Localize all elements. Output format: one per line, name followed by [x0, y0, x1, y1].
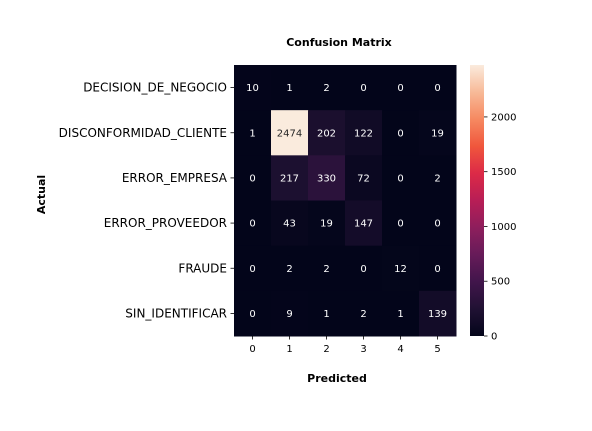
cell-value-label: 1: [249, 128, 255, 139]
cell-value-label: 122: [354, 128, 373, 139]
heatmap-cell: [419, 200, 457, 247]
heatmap-cell: [234, 155, 272, 201]
heatmap-cell: [345, 200, 383, 247]
heatmap-cell: [234, 110, 272, 156]
heatmap-cell: [345, 290, 383, 337]
cell-value-label: 10: [246, 83, 259, 94]
heatmap-cell: [345, 245, 383, 292]
colorbar-tick-label: 2000: [491, 112, 516, 123]
cell-value-label: 2: [434, 173, 440, 184]
heatmap-cell: [382, 110, 420, 156]
cell-value-label: 0: [249, 309, 255, 320]
cell-value-label: 19: [431, 128, 444, 139]
colorbar-tick-label: 1000: [491, 222, 516, 233]
cell-value-label: 1: [286, 83, 292, 94]
colorbar-tick-label: 500: [491, 277, 510, 288]
row-tick-label: DECISION_DE_NEGOCIO: [83, 81, 227, 95]
heatmap-cells: 10 1 2 0 0 01 2474 202 122 0 190 217 330 72 0 20 43 19 147…: [234, 65, 457, 337]
cell-value-label: 2: [286, 264, 292, 275]
heatmap-cell: [419, 245, 457, 292]
heatmap-cell: [308, 245, 346, 292]
cell-value-label: 0: [397, 83, 403, 94]
colorbar-gradient: [470, 65, 484, 336]
heatmap-cell: [234, 245, 272, 292]
column-labels: 0 1 2 3 4 5: [249, 336, 441, 355]
heatmap-cell: [271, 110, 309, 156]
cell-value-label: 147: [354, 219, 373, 230]
cell-value-label: 202: [317, 128, 336, 139]
column-tick-label: 3: [360, 344, 366, 355]
cell-value-label: 330: [317, 173, 336, 184]
cell-value-label: 2: [360, 309, 366, 320]
column-tick-label: 1: [286, 344, 292, 355]
cell-value-label: 9: [286, 309, 292, 320]
cell-value-label: 0: [397, 219, 403, 230]
cell-value-label: 2: [323, 264, 329, 275]
heatmap-cell: [308, 110, 346, 156]
cell-value-label: 0: [249, 264, 255, 275]
cell-value-label: 2474: [277, 128, 302, 139]
heatmap-cell: [308, 290, 346, 337]
column-tick-label: 0: [249, 344, 255, 355]
cell-value-label: 12: [394, 264, 407, 275]
heatmap-cell: [271, 155, 309, 201]
heatmap-cell: [345, 65, 383, 111]
chart-title: Confusion Matrix: [286, 36, 392, 49]
cell-value-label: 19: [320, 219, 333, 230]
heatmap-cell: [271, 245, 309, 292]
heatmap-cell: [382, 290, 420, 337]
heatmap-cell: [345, 155, 383, 201]
column-tick-label: 4: [397, 344, 403, 355]
heatmap-cell: [419, 65, 457, 111]
heatmap-cell: [271, 65, 309, 111]
heatmap-cell: [234, 290, 272, 337]
cell-value-label: 0: [434, 264, 440, 275]
row-tick-label: ERROR_EMPRESA: [122, 171, 228, 185]
cell-value-label: 0: [360, 264, 366, 275]
heatmap-cell: [382, 155, 420, 201]
heatmap-cell: [308, 200, 346, 247]
cell-value-label: 0: [249, 173, 255, 184]
colorbar-tick-label: 1500: [491, 167, 516, 178]
heatmap-cell: [271, 200, 309, 247]
heatmap-cell: [382, 200, 420, 247]
cell-value-label: 1: [323, 309, 329, 320]
cell-value-label: 139: [428, 309, 447, 320]
cell-value-label: 0: [360, 83, 366, 94]
cell-value-label: 0: [434, 219, 440, 230]
colorbar-tick-label: 0: [491, 332, 497, 343]
row-tick-label: ERROR_PROVEEDOR: [104, 216, 227, 230]
cell-value-label: 0: [434, 83, 440, 94]
heatmap-cell: [271, 290, 309, 337]
cell-value-label: 0: [397, 128, 403, 139]
heatmap-cell: [382, 65, 420, 111]
cell-value-label: 43: [283, 219, 296, 230]
column-tick-label: 2: [323, 344, 329, 355]
cell-value-label: 0: [249, 219, 255, 230]
heatmap-cell: [419, 110, 457, 156]
row-tick-label: FRAUDE: [178, 261, 227, 275]
y-axis-label: Actual: [35, 175, 48, 214]
heatmap-cell: [234, 200, 272, 247]
row-labels: DECISION_DE_NEGOCIO DISCONFORMIDAD_CLIENT…: [59, 81, 234, 320]
heatmap-cell: [345, 110, 383, 156]
x-axis-label: Predicted: [307, 372, 367, 385]
cell-value-label: 0: [397, 173, 403, 184]
row-tick-label: DISCONFORMIDAD_CLIENTE: [59, 126, 227, 140]
cell-value-label: 1: [397, 309, 403, 320]
cell-value-label: 2: [323, 83, 329, 94]
heatmap-cell: [419, 290, 457, 337]
cell-value-label: 217: [280, 173, 299, 184]
heatmap-cell: [308, 65, 346, 111]
row-tick-label: SIN_IDENTIFICAR: [125, 306, 227, 320]
cell-value-label: 72: [357, 173, 370, 184]
heatmap-cell: [419, 155, 457, 201]
colorbar: 0 500 1000 1500 2000: [470, 65, 516, 343]
column-tick-label: 5: [434, 344, 440, 355]
heatmap-cell: [234, 65, 272, 111]
heatmap-cell: [382, 245, 420, 292]
heatmap-cell: [308, 155, 346, 201]
